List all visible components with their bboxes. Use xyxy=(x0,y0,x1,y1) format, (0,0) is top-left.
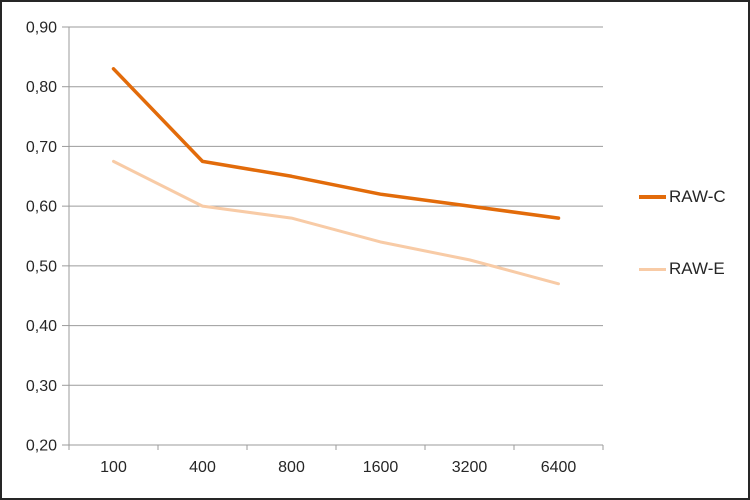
legend-item-raw-c: RAW-C xyxy=(639,185,726,209)
y-tick-label: 0,30 xyxy=(26,378,57,395)
series-line-raw-c xyxy=(111,67,561,220)
raw-c-line-swatch xyxy=(639,195,666,199)
x-tick-label: 100 xyxy=(100,459,127,476)
legend-label-raw-e: RAW-E xyxy=(669,259,725,278)
x-tick-label: 1600 xyxy=(363,459,399,476)
x-tick-label: 400 xyxy=(189,459,216,476)
x-tick-label: 3200 xyxy=(452,459,488,476)
x-tick-label: 6400 xyxy=(541,459,577,476)
y-tick-label: 0,70 xyxy=(26,139,57,156)
y-tick-label: 0,60 xyxy=(26,199,57,216)
raw-e-line-swatch xyxy=(639,267,666,271)
y-tick-label: 0,90 xyxy=(26,20,57,37)
series-line-raw-e xyxy=(112,159,560,286)
legend-label-raw-c: RAW-C xyxy=(669,187,726,206)
x-tick-label: 800 xyxy=(278,459,305,476)
y-tick-label: 0,80 xyxy=(26,79,57,96)
y-tick-label: 0,50 xyxy=(26,258,57,275)
legend-item-raw-e: RAW-E xyxy=(639,257,725,281)
y-tick-label: 0,40 xyxy=(26,318,57,335)
y-tick-label: 0,20 xyxy=(26,438,57,455)
